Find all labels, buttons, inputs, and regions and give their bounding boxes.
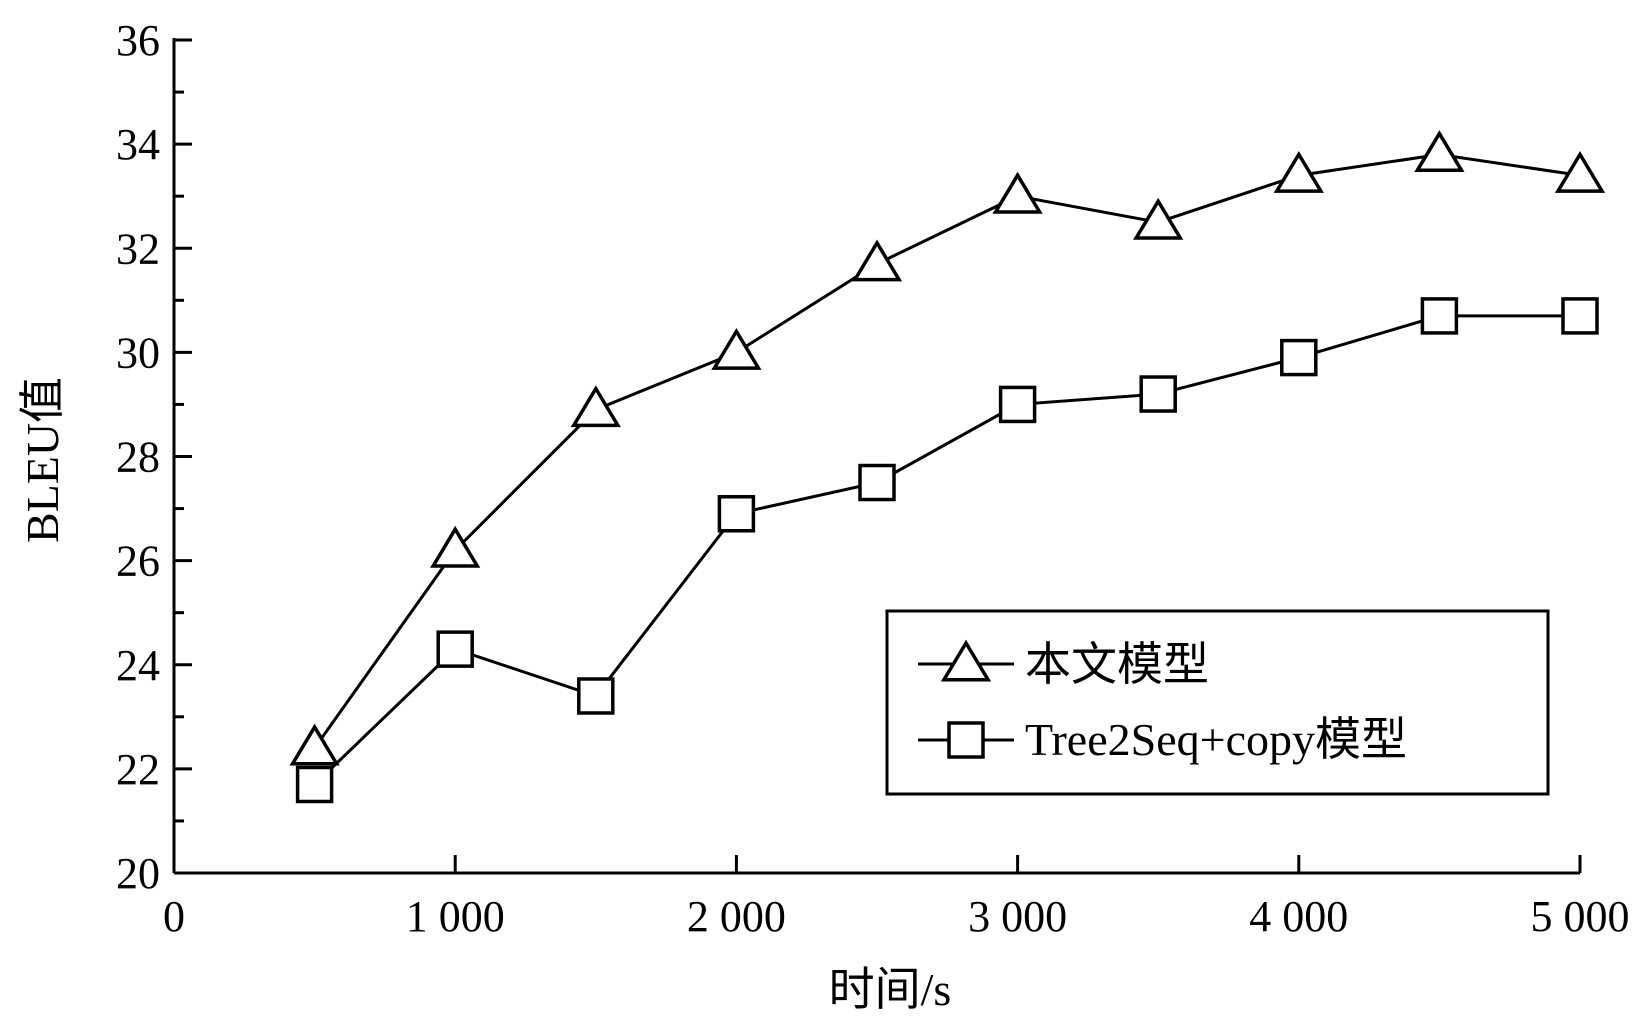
legend-item-ours — [918, 639, 1014, 682]
y-tick-label: 34 — [116, 120, 160, 169]
x-tick-label: 1 000 — [406, 892, 505, 941]
data-point — [577, 677, 615, 715]
y-tick-label: 32 — [116, 224, 160, 273]
data-point — [1133, 197, 1184, 240]
axes: 20 22 24 26 28 30 32 34 36 0 1 000 2 000 3 000 4 000 5… — [116, 16, 1630, 941]
legend-marker — [940, 639, 992, 682]
x-axis-title: 时间/s — [829, 964, 952, 1015]
data-point — [717, 495, 756, 533]
series-1 — [295, 297, 1599, 804]
x-tick-label: 0 — [163, 892, 185, 941]
legend: 本文模型 Tree2Seq+copy模型 — [885, 609, 1550, 796]
series-0 — [289, 130, 1606, 766]
data-point — [430, 525, 481, 568]
data-point — [1280, 338, 1318, 377]
y-tick-label: 30 — [116, 328, 160, 377]
y-axis-title: BLEU值 — [17, 377, 68, 543]
data-point — [436, 630, 474, 668]
legend-box — [885, 609, 1550, 796]
data-point — [998, 385, 1037, 424]
y-tick-label: 22 — [116, 745, 160, 794]
data-point — [295, 765, 334, 804]
data-point — [851, 239, 903, 282]
data-point — [289, 723, 340, 766]
data-point — [570, 385, 621, 428]
legend-marker — [947, 721, 985, 759]
y-tick-label: 28 — [116, 433, 160, 482]
data-point — [1554, 150, 1606, 193]
y-tick-label: 24 — [116, 641, 160, 690]
data-point — [1273, 150, 1324, 193]
data-point — [992, 171, 1043, 214]
y-tick-label: 26 — [116, 537, 160, 586]
series-line — [313, 153, 1581, 749]
data-point — [1420, 297, 1459, 335]
x-tick-label: 5 000 — [1531, 892, 1630, 941]
data-point — [858, 463, 896, 502]
data-point — [711, 327, 762, 370]
legend-item-tree2seq-copy — [918, 721, 1014, 759]
y-tick-label: 36 — [116, 16, 160, 65]
data-point — [1414, 130, 1465, 173]
x-tick-label: 4 000 — [1249, 892, 1348, 941]
data-point — [1139, 375, 1177, 413]
data-point — [1561, 297, 1599, 335]
series-layer — [289, 130, 1606, 804]
series-line — [313, 314, 1580, 786]
legend-label-ours: 本文模型 — [1025, 639, 1209, 690]
legend-label-tree2seq-copy: Tree2Seq+copy模型 — [1025, 714, 1407, 765]
x-tick-label: 3 000 — [968, 892, 1067, 941]
x-tick-label: 2 000 — [687, 892, 786, 941]
y-tick-label: 20 — [116, 849, 160, 898]
